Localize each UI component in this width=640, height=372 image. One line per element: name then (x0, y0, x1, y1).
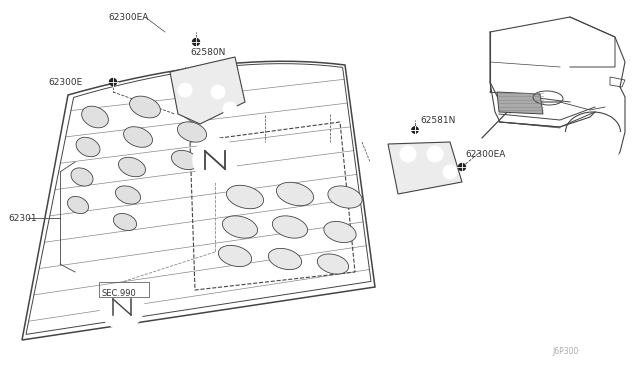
Ellipse shape (184, 91, 216, 113)
Polygon shape (497, 92, 543, 114)
Circle shape (458, 164, 465, 170)
Circle shape (443, 165, 457, 179)
Circle shape (427, 146, 443, 162)
Ellipse shape (129, 96, 161, 118)
Text: J6P300·: J6P300· (552, 347, 580, 356)
Ellipse shape (273, 216, 308, 238)
Ellipse shape (115, 186, 141, 204)
Ellipse shape (76, 137, 100, 157)
Circle shape (568, 127, 618, 177)
Ellipse shape (82, 106, 108, 128)
Ellipse shape (317, 254, 349, 274)
Ellipse shape (118, 157, 145, 177)
Ellipse shape (328, 186, 362, 208)
Circle shape (109, 78, 116, 86)
Text: SEC.990: SEC.990 (101, 289, 136, 298)
Circle shape (412, 127, 418, 133)
Ellipse shape (124, 127, 152, 147)
Circle shape (412, 127, 418, 133)
Ellipse shape (268, 248, 301, 270)
Polygon shape (170, 57, 245, 124)
Circle shape (178, 83, 192, 97)
Circle shape (100, 285, 144, 329)
Circle shape (211, 85, 225, 99)
Circle shape (193, 138, 237, 182)
Polygon shape (388, 142, 462, 194)
Ellipse shape (67, 196, 88, 214)
Ellipse shape (276, 182, 314, 206)
Ellipse shape (71, 168, 93, 186)
Ellipse shape (227, 185, 264, 209)
Circle shape (223, 102, 237, 116)
Ellipse shape (218, 246, 252, 267)
Text: 62581N: 62581N (420, 115, 456, 125)
Ellipse shape (324, 221, 356, 243)
Text: 62300E: 62300E (48, 77, 83, 87)
Ellipse shape (177, 122, 207, 142)
Circle shape (193, 38, 200, 45)
Text: 62300EA: 62300EA (108, 13, 148, 22)
Ellipse shape (223, 216, 257, 238)
Text: 62301: 62301 (8, 214, 36, 222)
Circle shape (400, 146, 416, 162)
Ellipse shape (172, 150, 198, 170)
Text: 62300EA: 62300EA (465, 150, 506, 158)
Text: 62580N: 62580N (190, 48, 225, 57)
Ellipse shape (113, 214, 136, 231)
